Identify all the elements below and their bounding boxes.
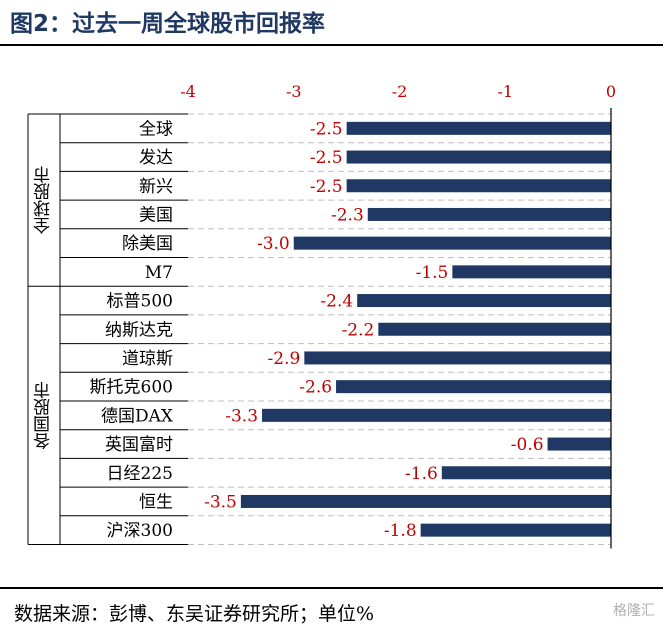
bar <box>452 265 611 279</box>
category-label: 纳斯达克 <box>105 320 173 340</box>
x-tick-label: 0 <box>606 82 616 101</box>
data-label: -1.8 <box>384 521 417 541</box>
category-label: 道琼斯 <box>122 349 173 369</box>
bar <box>378 322 611 336</box>
category-label: 发达 <box>139 148 173 168</box>
category-label: M7 <box>145 263 173 283</box>
bar <box>367 207 611 221</box>
bar <box>262 408 611 422</box>
data-label: -1.5 <box>416 263 449 283</box>
bars <box>240 121 611 537</box>
bar <box>240 494 611 508</box>
bar <box>346 179 611 193</box>
x-tick-label: -2 <box>392 82 408 101</box>
top-rule <box>0 44 663 46</box>
category-label: 沪深300 <box>107 521 173 541</box>
data-label: -2.5 <box>310 148 343 168</box>
data-label: -3.5 <box>204 492 237 512</box>
data-label: -2.6 <box>299 378 332 398</box>
data-label: -2.3 <box>331 205 364 225</box>
bar <box>293 236 611 250</box>
bar <box>336 380 611 394</box>
bar <box>346 150 611 164</box>
category-label: 恒生 <box>139 492 173 512</box>
bar-chart: -4 -3 -2 -1 0 -2.5-2.5-2.5-2.3-3.0-1.5-2.4-2… <box>27 82 616 549</box>
category-label: 英国富时 <box>105 435 173 455</box>
x-tick-label: -3 <box>286 82 302 101</box>
source-note: 数据来源：彭博、东吴证券研究所；单位% <box>14 603 375 625</box>
group-label: 各国股市 <box>34 381 55 449</box>
gridlines <box>27 113 611 545</box>
category-label: 德国DAX <box>101 406 174 426</box>
group-label: 全球股市 <box>34 166 55 234</box>
data-label: -2.5 <box>310 119 343 139</box>
figure-title: 图2：过去一周全球股市回报率 <box>10 11 326 37</box>
x-tick-label: -4 <box>180 82 196 101</box>
data-labels: -2.5 -2.5 -2.5 -2.3 -3.0 -1.5 -2.4 -2.2 -2.9 -2.6… <box>204 119 543 541</box>
bar <box>420 523 611 537</box>
data-label: -1.6 <box>405 464 438 484</box>
data-label: -2.2 <box>342 320 375 340</box>
x-tick-labels: -4 -3 -2 -1 0 <box>180 82 616 101</box>
category-label: 美国 <box>139 205 173 225</box>
bar <box>547 437 611 451</box>
data-label: -2.9 <box>268 349 301 369</box>
category-label: 斯托克600 <box>90 378 173 398</box>
category-label: 除美国 <box>122 234 173 254</box>
data-label: -3.0 <box>257 234 290 254</box>
bar <box>357 294 611 308</box>
bar <box>346 121 611 135</box>
bottom-rule <box>0 587 663 589</box>
data-label: -3.3 <box>225 406 258 426</box>
category-label: 全球 <box>139 119 173 139</box>
category-label: 标普500 <box>107 292 173 312</box>
x-tick-label: -1 <box>497 82 513 101</box>
data-label: -2.5 <box>310 177 343 197</box>
bar <box>304 351 611 365</box>
watermark-logo: 格隆汇 <box>613 603 655 619</box>
bar <box>441 466 611 480</box>
data-label: -2.4 <box>320 292 353 312</box>
category-label: 日经225 <box>107 464 173 484</box>
data-label: -0.6 <box>511 435 544 455</box>
category-label: 新兴 <box>139 177 173 197</box>
